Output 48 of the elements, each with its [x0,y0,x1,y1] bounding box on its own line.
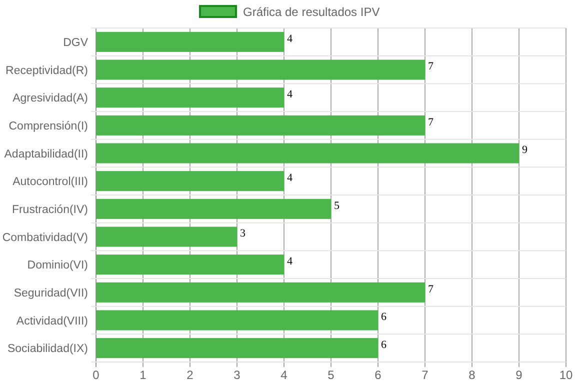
y-tick-label: Agresividad(A) [12,92,88,105]
y-tick-label: Actividad(VIII) [16,315,88,328]
data-label: 7 [428,116,434,128]
bar [96,171,284,192]
x-tick-label: 8 [468,368,476,382]
y-tick-label: Receptividad(R) [6,64,88,77]
y-tick-label: Combatividad(V) [2,232,88,244]
data-label: 6 [381,339,387,352]
data-label: 4 [287,32,293,45]
data-label: 6 [381,311,387,324]
data-label: 4 [287,88,293,101]
x-tick-label: 2 [186,368,194,382]
data-label: 9 [522,144,528,156]
legend-label: Gráfica de resultados IPV [243,5,380,19]
y-tick-label: Dominio(VI) [27,260,88,272]
bar [96,115,425,136]
data-label: 5 [334,200,340,212]
y-tick-label: Seguridad(VII) [14,287,88,300]
x-tick-label: 4 [280,368,288,382]
y-tick-label: Adaptabilidad(II) [4,148,88,160]
y-tick-label: Frustración(IV) [12,204,88,216]
x-tick-label: 5 [328,368,335,382]
x-tick-label: 1 [140,368,147,382]
x-tick-label: 7 [422,368,429,382]
x-tick-label: 10 [559,368,573,382]
y-tick-label: Autocontrol(III) [12,176,88,188]
data-label: 4 [287,172,293,184]
y-tick-label: Comprensión(I) [8,120,88,132]
bar [96,310,378,330]
x-tick-label: 9 [516,368,523,382]
y-tick-label: Sociabilidad(IX) [7,343,88,356]
bar [96,226,237,247]
bar [96,282,425,302]
x-tick-label: 0 [92,368,100,382]
data-label: 7 [428,283,434,296]
bar [96,198,331,219]
bar [96,32,284,52]
bar [96,60,425,80]
bar [96,338,378,358]
x-tick-label: 6 [374,368,382,382]
bar [96,143,519,164]
data-label: 3 [240,228,246,240]
y-tick-label: DGV [63,36,88,49]
bar [96,88,284,108]
data-label: 7 [428,60,434,73]
data-label: 4 [287,256,293,268]
x-tick-label: 3 [234,368,241,382]
bar [96,254,284,275]
